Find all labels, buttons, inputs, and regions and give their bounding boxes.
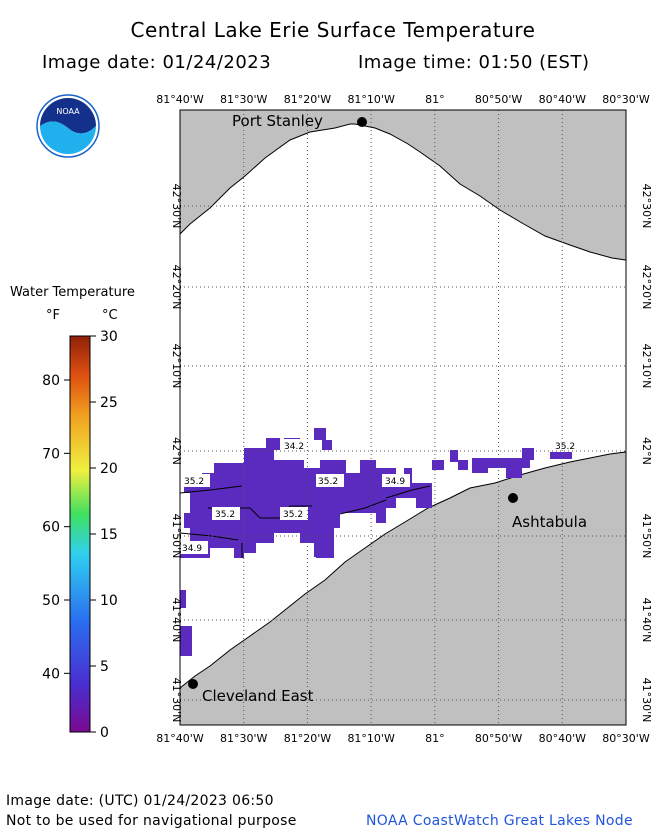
isotherm-labels: 34.2 35.2 35.2 34.9 35.2 35.2 34.9 35.2 <box>180 439 580 554</box>
celsius-tick-label: 0 <box>100 725 109 741</box>
latitude-label: 41°50'N <box>640 514 653 559</box>
latitude-labels-right: 42°30'N 42°20'N 42°10'N 42°N 41°50'N 41°40'N 4… <box>640 184 653 723</box>
longitude-label: 80°30'W <box>602 93 650 106</box>
fahrenheit-tick-label: 80 <box>42 373 60 389</box>
longitude-label: 81° <box>425 732 445 745</box>
longitude-label: 81°30'W <box>220 732 268 745</box>
latitude-label: 41°40'N <box>640 598 653 643</box>
latitude-label: 41°30'N <box>640 678 653 723</box>
city-marker <box>357 117 367 127</box>
city-label: Port Stanley <box>232 112 323 130</box>
celsius-tick-label: 5 <box>100 659 109 675</box>
legend-unit-f: °F <box>46 308 60 323</box>
latitude-label: 42°N <box>170 437 183 465</box>
longitude-label: 81°10'W <box>347 93 395 106</box>
latitude-label: 41°50'N <box>170 514 183 559</box>
svg-text:35.2: 35.2 <box>283 510 303 520</box>
city-port-stanley: Port Stanley <box>232 112 367 130</box>
longitude-label: 81°40'W <box>156 732 204 745</box>
longitude-labels-bottom: 81°40'W 81°30'W 81°20'W 81°10'W 81° 80°50'W 80… <box>156 732 650 745</box>
city-marker <box>188 679 198 689</box>
latitude-label: 42°10'N <box>640 344 653 389</box>
noaa-logo-text: NOAA <box>56 107 80 116</box>
longitude-label: 80°30'W <box>602 732 650 745</box>
city-ashtabula: Ashtabula <box>508 493 587 531</box>
latitude-labels-left: 42°30'N 42°20'N 42°10'N 42°N 41°50'N 41°40'N 4… <box>170 184 183 723</box>
longitude-label: 80°40'W <box>539 732 587 745</box>
isotherm-label: 34.9 <box>180 541 208 554</box>
latitude-label: 41°40'N <box>170 598 183 643</box>
noaa-logo-icon: NOAA <box>36 94 100 158</box>
utc-date-label: Image date: (UTC) 01/24/2023 06:50 <box>6 793 274 809</box>
isotherm-label: 35.2 <box>552 439 580 452</box>
disclaimer-text: Not to be used for navigational purpose <box>6 813 297 829</box>
svg-text:34.9: 34.9 <box>182 544 202 554</box>
latitude-label: 42°30'N <box>640 184 653 229</box>
legend-title: Water Temperature <box>10 285 135 300</box>
credit-text: NOAA CoastWatch Great Lakes Node <box>366 813 633 829</box>
celsius-tick-label: 20 <box>100 461 118 477</box>
latitude-label: 42°30'N <box>170 184 183 229</box>
fahrenheit-tick-label: 60 <box>42 520 60 536</box>
city-marker <box>508 493 518 503</box>
svg-text:35.2: 35.2 <box>184 477 204 487</box>
legend-unit-c: °C <box>102 308 118 323</box>
lake-erie-map: 34.2 35.2 35.2 34.9 35.2 35.2 34.9 35.2 … <box>156 93 653 745</box>
longitude-label: 80°50'W <box>475 732 523 745</box>
colorbar-fill <box>69 335 91 733</box>
longitude-labels-top: 81°40'W 81°30'W 81°20'W 81°10'W 81° 80°50'W 80… <box>156 93 650 106</box>
svg-text:34.9: 34.9 <box>385 477 405 487</box>
image-date-label: Image date: 01/24/2023 <box>42 52 272 73</box>
south-shore-land <box>179 451 627 726</box>
longitude-label: 80°50'W <box>475 93 523 106</box>
isotherm-label: 35.2 <box>316 474 344 487</box>
latitude-label: 41°30'N <box>170 678 183 723</box>
latitude-label: 42°N <box>640 437 653 465</box>
celsius-tick-label: 30 <box>100 330 118 345</box>
celsius-tick-label: 15 <box>100 527 118 543</box>
longitude-label: 81°40'W <box>156 93 204 106</box>
temperature-data-pixels <box>180 428 572 656</box>
map-title: Central Lake Erie Surface Temperature <box>130 18 536 42</box>
longitude-label: 81°20'W <box>284 732 332 745</box>
graticule-grid <box>180 110 626 725</box>
longitude-label: 80°40'W <box>539 93 587 106</box>
north-shore-land <box>179 109 627 261</box>
latitude-label: 42°10'N <box>170 344 183 389</box>
fahrenheit-tick-label: 70 <box>42 446 60 462</box>
city-label: Cleveland East <box>202 687 314 705</box>
map-frame <box>179 109 627 726</box>
image-time-label: Image time: 01:50 (EST) <box>358 52 590 73</box>
longitude-label: 81°30'W <box>220 93 268 106</box>
longitude-label: 81°10'W <box>347 732 395 745</box>
longitude-label: 81° <box>425 93 445 106</box>
isotherm-label: 35.2 <box>212 507 240 520</box>
city-cleveland-east: Cleveland East <box>188 679 314 705</box>
latitude-label: 42°20'N <box>640 265 653 310</box>
svg-text:35.2: 35.2 <box>555 442 575 452</box>
svg-text:35.2: 35.2 <box>318 477 338 487</box>
svg-text:34.2: 34.2 <box>284 442 304 452</box>
isotherm-label: 35.2 <box>182 474 210 487</box>
city-label: Ashtabula <box>512 513 587 531</box>
longitude-label: 81°20'W <box>284 93 332 106</box>
celsius-tick-label: 25 <box>100 395 118 411</box>
celsius-tick-label: 10 <box>100 593 118 609</box>
latitude-label: 42°20'N <box>170 265 183 310</box>
isotherm-label: 34.9 <box>382 474 410 487</box>
isotherm-label: 35.2 <box>280 507 308 520</box>
isotherm-label: 34.2 <box>280 439 310 452</box>
fahrenheit-tick-label: 50 <box>42 593 60 609</box>
fahrenheit-tick-label: 40 <box>42 666 60 682</box>
svg-text:35.2: 35.2 <box>215 510 235 520</box>
